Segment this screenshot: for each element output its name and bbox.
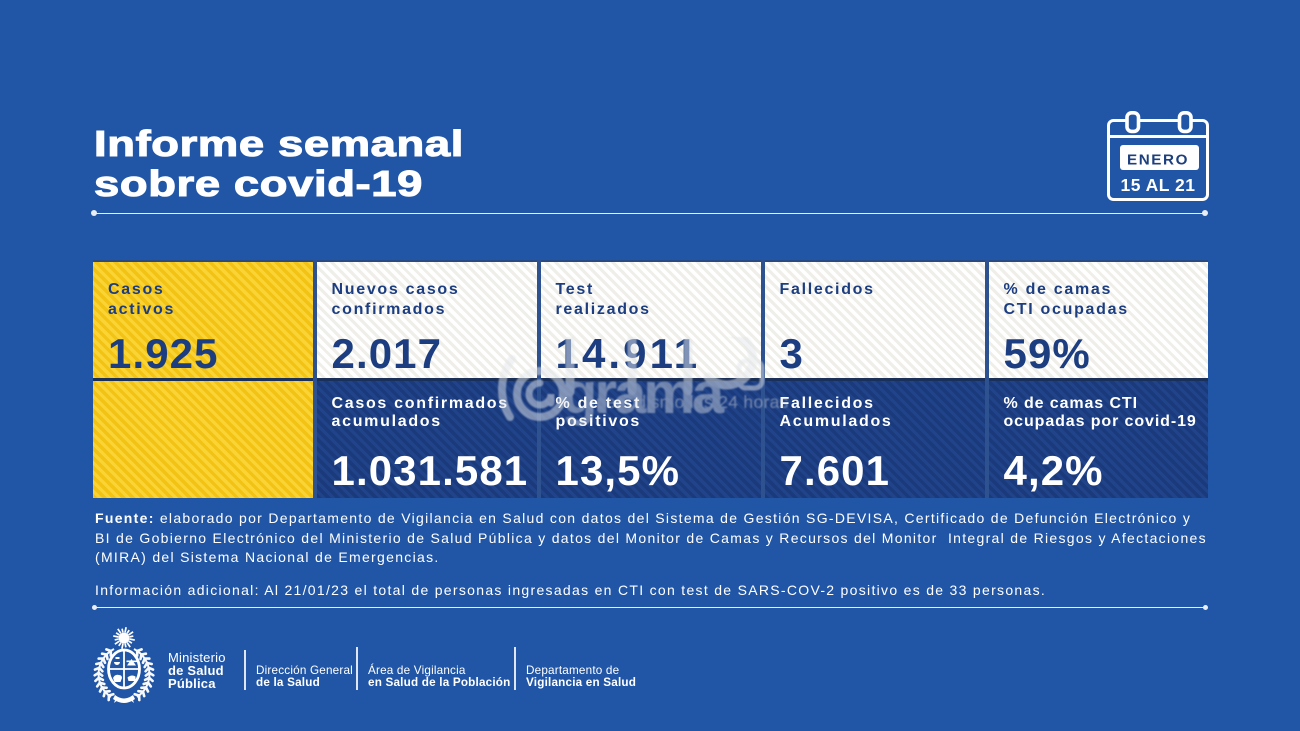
svg-text:grama: grama	[562, 361, 725, 426]
svg-text:periodismo las 24 horas: periodismo las 24 horas	[596, 392, 789, 412]
svg-text:ENERO: ENERO	[1127, 152, 1189, 169]
svg-text:15 AL 21: 15 AL 21	[1120, 175, 1195, 195]
